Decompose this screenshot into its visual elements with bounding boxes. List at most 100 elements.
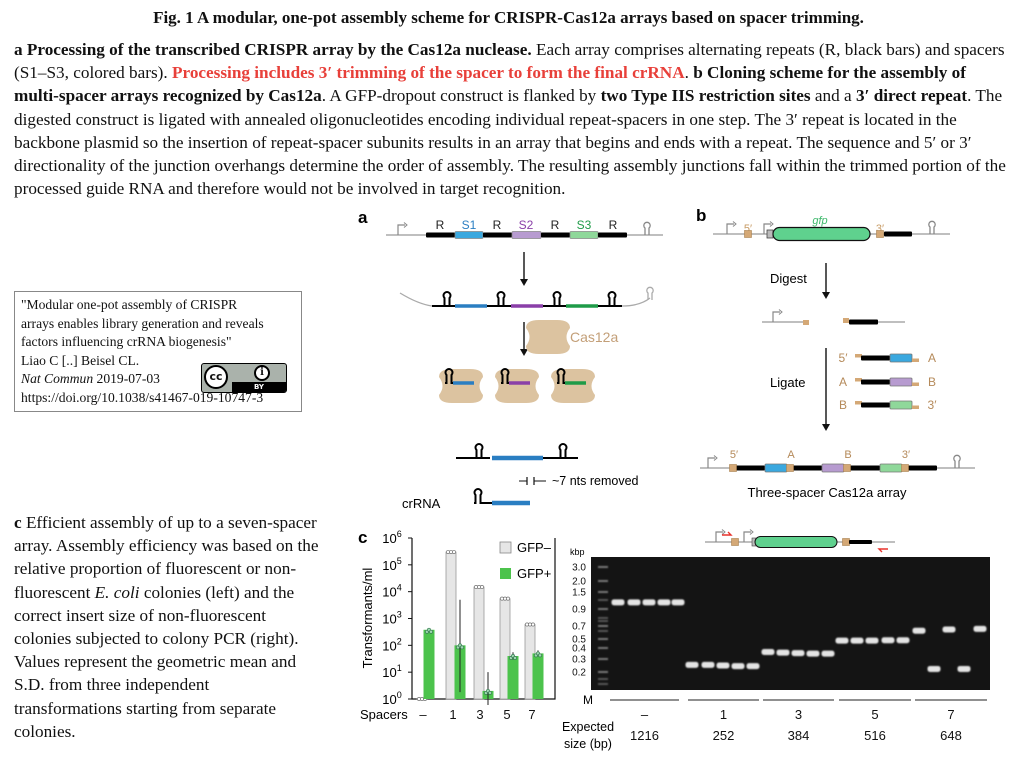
promoter-icon [715,531,723,542]
junction-overhang [843,464,851,472]
digest-arrow-head [822,292,830,299]
data-point [531,622,535,627]
junction-overhang [842,538,850,546]
ladder-band [598,608,608,610]
bar-gfp-minus [473,586,485,700]
gel-band [835,637,849,644]
lane-group-label: 5 [871,707,878,722]
oligo-spacer [889,400,913,410]
gel-band [761,649,775,656]
gel-band [611,599,625,606]
reverse-primer-icon [877,548,888,553]
panel-b: b gfp 5′ 3′ Digest Ligate Three-spacer C… [696,206,975,500]
repeat-bar [426,232,455,238]
panel-b-label: b [696,206,706,225]
repeat-bar [850,465,880,471]
panel-a: a Cas12a ~7 nts removed crRNA R S1 R S2 R S3 R [358,208,663,511]
ladder-label: 3.0 [572,563,586,574]
caption-text: and a [810,86,856,106]
caption-b-heading: b Cloning scheme for the assembly of mul… [14,63,966,106]
data-point [488,690,492,695]
processing-arrow-head [520,279,528,286]
figure-title: Fig. 1 A modular, one-pot assembly schem… [153,8,864,27]
citation-authors: Liao C [..] Beisel CL. [21,352,140,368]
array-result-label: Three-spacer Cas12a array [748,485,907,500]
repeat-hairpin [556,368,566,384]
expected-label-1: Expected [562,720,614,734]
oligo-overhang [855,401,862,405]
y-tick-exponent: 5 [397,556,402,566]
citation-doi[interactable]: https://doi.org/10.1038/s41467-019-10747… [21,389,264,405]
ladder-band [598,566,608,568]
promoter-icon [726,223,734,234]
caption-bold: 3′ direct repeat [855,86,968,106]
citation-box: "Modular one-pot assembly of CRISPR arra… [14,291,302,412]
repeat-bar [598,232,627,238]
citation-journal: Nat Commun [21,371,94,387]
oligo-repeat [861,355,890,361]
caption-italic: E. coli [94,582,140,602]
data-point [452,550,456,554]
array-element-label: S1 [462,218,477,232]
y-tick-label: 105 [382,556,401,573]
caption-text: . The digested construct is ligated with… [14,86,1006,199]
citation-title-3: factors influencing crRNA biogenesis" [21,334,232,350]
junction-overhang [731,538,739,546]
repeat-bar [849,319,878,325]
x-tick-label: 1 [449,707,456,722]
ligate-label: Ligate [770,375,805,390]
gel-band [881,637,895,644]
expected-size: 384 [788,728,810,743]
rbs-box [766,229,774,239]
data-point [480,584,484,589]
repeat-hairpin [442,291,452,307]
bar-gfp-plus [507,656,519,699]
citation-title-2: arrays enables library generation and re… [21,315,264,331]
ladder-band [598,671,608,673]
trim-note: ~7 nts removed [552,474,639,488]
cleavage-arrow-head [520,349,528,356]
y-axis-label: Transformants/ml [360,568,375,669]
cas12a-protein [495,369,539,403]
caption-ab: a Processing of the transcribed CRISPR a… [14,38,1006,200]
gel-band [850,637,864,644]
promoter-arrowhead [732,221,737,227]
lane-group-label: 7 [947,707,954,722]
ladder-band [598,620,608,622]
citation-title-1: "Modular one-pot assembly of CRISPR [21,297,238,312]
oligo-repeat [861,402,890,408]
junction-label: A [787,449,795,461]
ladder-label: 0.7 [572,622,586,633]
data-point [460,645,464,650]
transcript-3-end [621,297,651,307]
terminator-icon [953,454,961,468]
oligo-right-label: B [928,375,936,389]
repeat-bar [541,232,570,238]
array-element-label: R [609,218,618,232]
gel-band [642,599,656,606]
oligo-right-label: 3′ [928,398,938,412]
gfp-cassette [772,226,871,242]
y-tick-exponent: 3 [397,610,402,620]
oligo-right-label: A [928,351,936,365]
junction-label: 5′ [730,449,738,461]
promoter-icon [397,224,405,235]
repeat-hairpin [552,291,562,307]
ladder-band [598,678,608,680]
repeat-bar [908,465,937,471]
y-tick-exponent: 0 [397,690,402,700]
gel-band [701,661,715,668]
oligo-overhang [912,405,919,409]
spacer-bar [879,463,903,473]
x-tick-label: – [419,707,427,722]
terminator-icon [643,221,651,235]
caption-a-heading: a Processing of the transcribed CRISPR a… [14,40,532,59]
gel-band [671,599,685,606]
gel-band [942,626,956,633]
x-axis-label: Spacers [360,707,408,722]
repeat-hairpin [500,368,510,384]
oligo-repeat [861,379,890,385]
lane-group-label: – [641,707,649,722]
junction-overhang [786,464,794,472]
y-tick-exponent: 1 [397,663,402,673]
